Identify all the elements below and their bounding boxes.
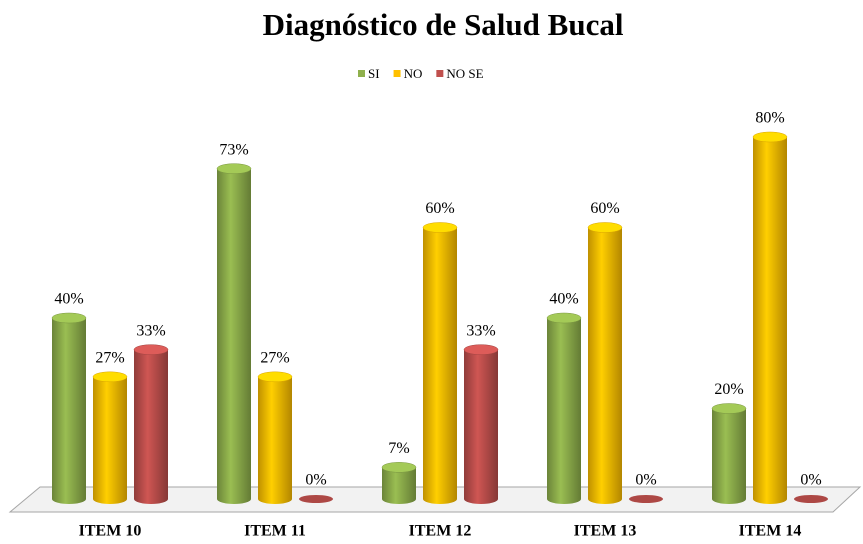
- legend-label: SI: [368, 66, 380, 81]
- bar-body: [423, 227, 457, 504]
- bar: [711, 403, 747, 504]
- bar-top: [711, 403, 747, 414]
- data-label: 60%: [590, 200, 619, 217]
- bar-top: [629, 495, 663, 503]
- bar-body: [712, 408, 746, 504]
- bar: [51, 312, 87, 504]
- bar-top: [216, 163, 252, 174]
- bar-top: [587, 222, 623, 233]
- bar-top: [92, 371, 128, 383]
- x-tick-label: ITEM 10: [79, 523, 142, 540]
- data-label: 0%: [635, 472, 656, 489]
- bar-body: [134, 349, 168, 504]
- bar: [794, 495, 828, 503]
- data-label: 0%: [305, 472, 326, 489]
- legend-swatch: [436, 70, 444, 77]
- x-tick-label: ITEM 14: [739, 523, 802, 540]
- bar-top: [257, 371, 293, 383]
- bar-top: [752, 131, 788, 143]
- x-tick-label: ITEM 13: [574, 523, 637, 540]
- bar: [257, 371, 293, 504]
- data-label: 33%: [136, 322, 165, 339]
- bar-body: [258, 376, 292, 504]
- data-label: 33%: [466, 322, 495, 339]
- bar: [92, 371, 128, 504]
- bar-top: [546, 312, 582, 324]
- bar: [587, 222, 623, 504]
- bar: [546, 312, 582, 504]
- x-tick-label: ITEM 12: [409, 523, 472, 540]
- bar-body: [588, 227, 622, 504]
- bar-body: [52, 318, 86, 504]
- data-label: 73%: [219, 141, 248, 158]
- data-label: 27%: [95, 349, 124, 366]
- bar-body: [382, 467, 416, 504]
- bar-top: [381, 462, 417, 473]
- bar: [133, 344, 169, 504]
- bar-top: [794, 495, 828, 503]
- bar: [381, 462, 417, 504]
- bar-top: [422, 222, 458, 233]
- data-label: 0%: [800, 472, 821, 489]
- bar-body: [464, 349, 498, 504]
- bar: [629, 495, 663, 503]
- bar-top: [51, 312, 87, 324]
- bar: [752, 131, 788, 504]
- bar-top: [299, 495, 333, 503]
- data-label: 40%: [54, 291, 83, 308]
- data-label: 7%: [388, 440, 409, 457]
- bar: [299, 495, 333, 503]
- x-tick-label: ITEM 11: [244, 523, 306, 540]
- data-label: 40%: [549, 291, 578, 308]
- bar-body: [753, 137, 787, 504]
- legend-label: NO: [404, 66, 423, 81]
- legend-label: NO SE: [446, 66, 483, 81]
- legend-swatch: [358, 70, 365, 77]
- chart-title: Diagnóstico de Salud Bucal: [263, 7, 624, 42]
- bar-body: [93, 376, 127, 504]
- data-label: 27%: [260, 349, 289, 366]
- bar-body: [547, 318, 581, 504]
- bar-body: [217, 168, 251, 505]
- legend-swatch: [393, 70, 401, 77]
- bar: [463, 344, 499, 504]
- data-label: 20%: [714, 381, 743, 398]
- bar: [216, 163, 252, 505]
- data-label: 60%: [425, 200, 454, 217]
- bar: [422, 222, 458, 504]
- bar-top: [133, 344, 169, 355]
- data-label: 80%: [755, 110, 784, 127]
- bar-top: [463, 344, 499, 355]
